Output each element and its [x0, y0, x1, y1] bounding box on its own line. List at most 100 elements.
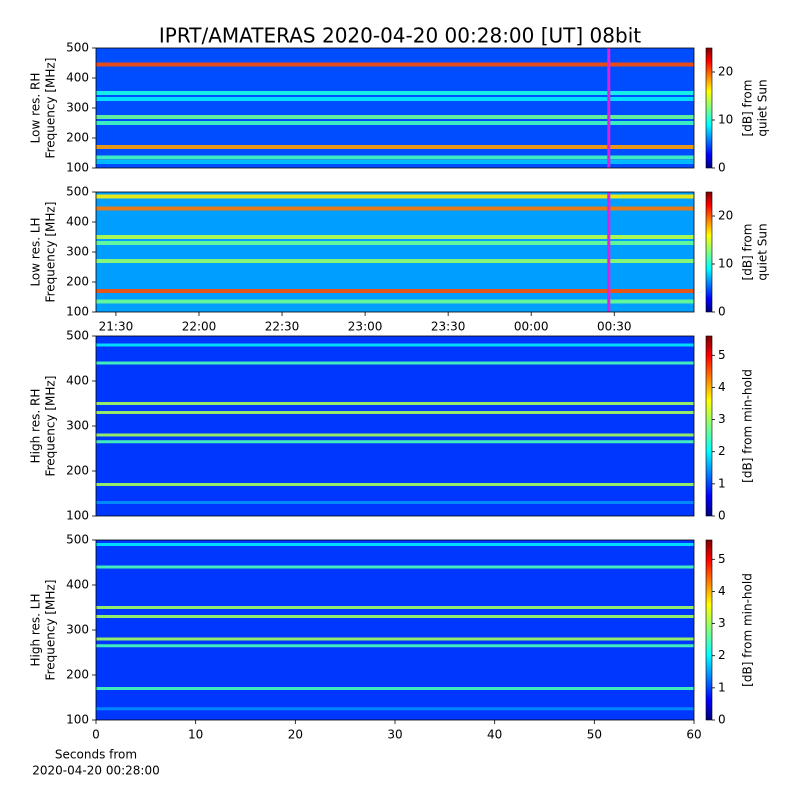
colorbar [705, 191, 713, 313]
colorbar-tick-label: 0 [718, 509, 726, 523]
y-axis-label: Frequency [MHz] [44, 202, 58, 303]
band [96, 687, 694, 690]
colorbar [705, 539, 713, 721]
band [96, 637, 694, 641]
colorbar-tick-label: 4 [718, 380, 726, 394]
band [96, 343, 694, 347]
x-tick-label: 50 [587, 728, 602, 742]
y-tick-label: 500 [66, 329, 89, 343]
y-tick-label: 100 [66, 509, 89, 523]
y-tick-label: 500 [66, 185, 89, 199]
colorbar-tick-label: 2 [718, 444, 726, 458]
y-axis-label: Frequency [MHz] [44, 580, 58, 681]
x-tick-label: 30 [387, 728, 402, 742]
band [96, 121, 694, 125]
colorbar-tick-label: 10 [718, 113, 733, 127]
band [96, 411, 694, 414]
y-tick-label: 100 [66, 305, 89, 319]
colorbar [705, 47, 713, 169]
y-tick-label: 100 [66, 161, 89, 175]
colorbar-label: [dB] from [741, 80, 755, 137]
band [96, 241, 694, 245]
y-tick-label: 300 [66, 245, 89, 259]
y-tick-label: 100 [66, 713, 89, 727]
band [96, 115, 694, 119]
band [96, 259, 694, 263]
band [96, 615, 694, 618]
colorbar-tick-label: 5 [718, 348, 726, 362]
colorbar-tick-label: 0 [718, 713, 726, 727]
y-tick-label: 500 [66, 41, 89, 55]
x-tick-label: 10 [188, 728, 203, 742]
y-axis-label: Frequency [MHz] [44, 376, 58, 477]
band [96, 145, 694, 149]
band [96, 160, 694, 164]
colorbar-tick-label: 5 [718, 552, 726, 566]
y-tick-label: 200 [66, 131, 89, 145]
colorbar-label: [dB] from min-hold [741, 369, 755, 483]
band [96, 97, 694, 101]
y-tick-label: 400 [66, 374, 89, 388]
y-tick-label: 200 [66, 668, 89, 682]
x-axis-label: 2020-04-20 00:28:00 [32, 764, 159, 778]
colorbar-tick-label: 0 [718, 161, 726, 175]
y-tick-label: 200 [66, 464, 89, 478]
band [96, 501, 694, 504]
colorbar-tick-label: 10 [718, 257, 733, 271]
colorbar-label: quiet Sun [756, 79, 770, 136]
colorbar-tick-label: 20 [718, 209, 733, 223]
band [96, 543, 694, 546]
x-tick-label: 00:00 [514, 320, 549, 334]
y-tick-label: 300 [66, 101, 89, 115]
band [96, 402, 694, 405]
colorbar-label: [dB] from min-hold [741, 573, 755, 687]
chart-title: IPRT/AMATERAS 2020-04-20 00:28:00 [UT] 0… [159, 24, 641, 48]
band [96, 206, 694, 211]
colorbar-tick-label: 2 [718, 648, 726, 662]
y-axis-label: High res. LH [29, 593, 43, 666]
colorbar-tick-label: 1 [718, 476, 726, 490]
colorbar-tick-label: 20 [718, 65, 733, 79]
band [96, 235, 694, 239]
band [96, 606, 694, 609]
y-tick-label: 300 [66, 419, 89, 433]
colorbar-label: [dB] from [741, 224, 755, 281]
band [96, 361, 694, 365]
x-axis-label: Seconds from [55, 748, 137, 762]
band [96, 707, 694, 711]
y-tick-label: 200 [66, 275, 89, 289]
band [96, 433, 694, 437]
band [96, 644, 694, 648]
band [96, 194, 694, 199]
y-axis-label: Low res. RH [29, 73, 43, 144]
y-tick-label: 400 [66, 215, 89, 229]
band [96, 483, 694, 486]
y-tick-label: 300 [66, 623, 89, 637]
y-axis-label: High res. RH [29, 389, 43, 464]
x-tick-label: 21:30 [99, 320, 134, 334]
x-tick-label: 40 [487, 728, 502, 742]
colorbar-tick-label: 1 [718, 680, 726, 694]
x-tick-label: 20 [288, 728, 303, 742]
band [96, 62, 694, 67]
band [96, 299, 694, 304]
x-tick-label: 23:00 [348, 320, 383, 334]
y-tick-label: 500 [66, 533, 89, 547]
band [96, 289, 694, 293]
y-axis-label: Frequency [MHz] [44, 58, 58, 159]
x-tick-label: 22:00 [182, 320, 217, 334]
band [96, 565, 694, 569]
colorbar [705, 335, 713, 517]
band [96, 440, 694, 444]
x-tick-label: 60 [686, 728, 701, 742]
colorbar-label: quiet Sun [756, 223, 770, 280]
x-tick-label: 0 [92, 728, 100, 742]
x-tick-label: 00:30 [597, 320, 632, 334]
x-tick-label: 23:30 [431, 320, 466, 334]
band [96, 155, 694, 160]
colorbar-tick-label: 4 [718, 584, 726, 598]
band [96, 91, 694, 95]
y-axis-label: Low res. LH [29, 217, 43, 286]
y-tick-label: 400 [66, 71, 89, 85]
